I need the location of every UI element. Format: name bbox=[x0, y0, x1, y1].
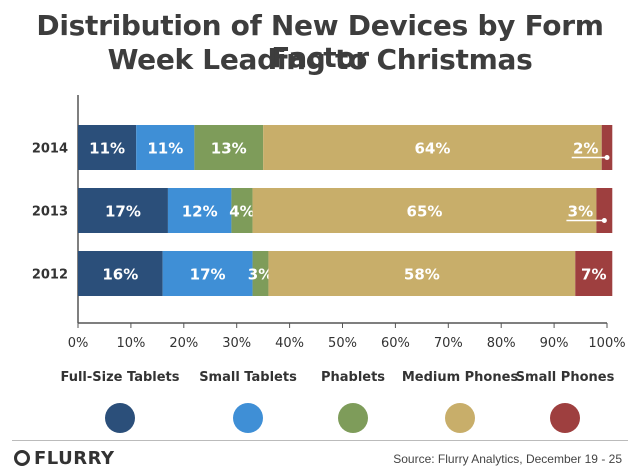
flurry-logo: FLURRY bbox=[14, 448, 115, 469]
category-label: 2014 bbox=[32, 142, 68, 157]
data-label: 2% bbox=[573, 140, 598, 158]
x-tick-label: 50% bbox=[328, 336, 357, 351]
data-label: 58% bbox=[404, 266, 440, 284]
bar-segment bbox=[78, 125, 137, 170]
bar-segment bbox=[252, 251, 269, 296]
bar-segment bbox=[136, 125, 195, 170]
data-label: 3% bbox=[248, 266, 273, 284]
data-label: 65% bbox=[407, 203, 443, 221]
x-tick-label: 30% bbox=[222, 336, 251, 351]
bar-segment bbox=[167, 188, 232, 233]
data-label: 12% bbox=[182, 203, 218, 221]
chart-title-line1: Distribution of New Devices by Form Fact… bbox=[36, 9, 604, 74]
footer-divider bbox=[12, 440, 628, 441]
x-tick-label: 60% bbox=[381, 336, 410, 351]
leader-dot bbox=[604, 155, 610, 160]
x-tick-label: 40% bbox=[275, 336, 304, 351]
legend-item: Medium Phones bbox=[396, 370, 524, 433]
legend-label: Small Tablets bbox=[199, 370, 297, 385]
data-label: 64% bbox=[414, 140, 450, 158]
legend-label: Medium Phones bbox=[401, 370, 519, 385]
legend-item: Small Tablets bbox=[184, 370, 312, 433]
legend-swatch bbox=[550, 403, 580, 433]
chart-title-line2: Week Leading to Christmas bbox=[107, 43, 533, 76]
bar-segment bbox=[194, 125, 264, 170]
bar-segment bbox=[78, 188, 168, 233]
bar-segment bbox=[162, 251, 253, 296]
bar-segment bbox=[231, 188, 253, 233]
legend-swatch bbox=[233, 403, 263, 433]
legend-item: Small Phones bbox=[501, 370, 629, 433]
legend-label: Phablets bbox=[320, 370, 386, 385]
data-label: 17% bbox=[105, 203, 141, 221]
x-tick-label: 90% bbox=[540, 336, 569, 351]
data-label: 11% bbox=[147, 140, 183, 158]
source-note: Source: Flurry Analytics, December 19 - … bbox=[393, 452, 622, 466]
bar-segment bbox=[268, 251, 576, 296]
x-tick-label: 20% bbox=[169, 336, 198, 351]
flurry-logo-icon bbox=[14, 450, 30, 466]
bar-segment bbox=[252, 188, 597, 233]
legend-swatch bbox=[105, 403, 135, 433]
data-label: 16% bbox=[102, 266, 138, 284]
x-tick-label: 100% bbox=[588, 336, 625, 351]
leader-dot bbox=[601, 218, 607, 223]
bar-segment bbox=[263, 125, 602, 170]
stacked-bar-chart: 0% 10% 20% 30% 40% 50% 60% 70% 80% 90% 100% 2014 11%… bbox=[32, 95, 626, 351]
legend-swatch bbox=[445, 403, 475, 433]
data-label: 4% bbox=[229, 203, 254, 221]
x-tick-label: 0% bbox=[68, 336, 89, 351]
bar-segment bbox=[78, 251, 163, 296]
x-tick-label: 10% bbox=[116, 336, 145, 351]
logo-text: FLURRY bbox=[34, 448, 115, 469]
bar-segment bbox=[575, 251, 613, 296]
data-label: 13% bbox=[211, 140, 247, 158]
data-label: 11% bbox=[89, 140, 125, 158]
x-tick-label: 70% bbox=[434, 336, 463, 351]
legend-swatch bbox=[338, 403, 368, 433]
legend-item: Phablets bbox=[289, 370, 417, 433]
legend-item: Full-Size Tablets bbox=[56, 370, 184, 433]
category-label: 2012 bbox=[32, 268, 68, 283]
x-tick-label: 80% bbox=[487, 336, 516, 351]
data-label: 3% bbox=[568, 203, 593, 221]
data-label: 7% bbox=[581, 266, 606, 284]
bar-segment bbox=[596, 188, 613, 233]
bar-segment bbox=[601, 125, 613, 170]
legend-label: Small Phones bbox=[515, 370, 615, 385]
legend-label: Full-Size Tablets bbox=[60, 370, 180, 385]
data-label: 17% bbox=[190, 266, 226, 284]
category-label: 2013 bbox=[32, 205, 68, 220]
